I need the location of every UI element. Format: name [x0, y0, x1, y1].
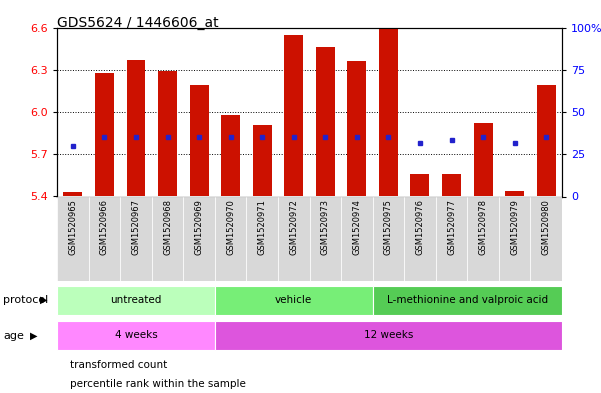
Bar	[442, 174, 461, 196]
Text: protocol: protocol	[3, 295, 48, 305]
Bar	[505, 191, 524, 196]
Text: GSM1520980: GSM1520980	[542, 199, 551, 255]
Text: GSM1520967: GSM1520967	[132, 199, 141, 255]
Text: GSM1520977: GSM1520977	[447, 199, 456, 255]
Text: GSM1520965: GSM1520965	[69, 199, 78, 255]
Text: GSM1520973: GSM1520973	[321, 199, 330, 255]
Text: vehicle: vehicle	[275, 295, 313, 305]
Bar	[474, 123, 492, 196]
Text: GSM1520979: GSM1520979	[510, 199, 519, 255]
Bar	[183, 196, 215, 281]
Bar	[404, 196, 436, 281]
Text: GSM1520974: GSM1520974	[352, 199, 361, 255]
Bar	[537, 85, 555, 196]
Bar	[499, 196, 531, 281]
Bar	[379, 28, 398, 196]
Bar	[246, 196, 278, 281]
Bar	[120, 196, 151, 281]
Bar	[190, 85, 209, 196]
Bar	[410, 174, 429, 196]
Bar	[341, 196, 373, 281]
Bar	[64, 192, 82, 196]
Bar	[215, 196, 246, 281]
Bar	[468, 196, 499, 281]
Text: GDS5624 / 1446606_at: GDS5624 / 1446606_at	[57, 16, 219, 30]
Text: percentile rank within the sample: percentile rank within the sample	[70, 379, 246, 389]
Bar	[215, 321, 562, 350]
Bar	[316, 47, 335, 196]
Bar	[347, 61, 367, 196]
Text: GSM1520971: GSM1520971	[258, 199, 267, 255]
Bar	[57, 321, 215, 350]
Text: GSM1520969: GSM1520969	[195, 199, 204, 255]
Bar	[253, 125, 272, 196]
Bar	[158, 71, 177, 196]
Text: ▶: ▶	[40, 295, 47, 305]
Text: 12 weeks: 12 weeks	[364, 330, 413, 340]
Text: GSM1520970: GSM1520970	[226, 199, 235, 255]
Bar	[89, 196, 120, 281]
Bar	[278, 196, 310, 281]
Bar	[57, 196, 89, 281]
Bar	[531, 196, 562, 281]
Text: 4 weeks: 4 weeks	[115, 330, 157, 340]
Bar	[57, 286, 215, 315]
Text: GSM1520976: GSM1520976	[415, 199, 424, 255]
Text: GSM1520968: GSM1520968	[163, 199, 172, 255]
Bar	[436, 196, 468, 281]
Bar	[221, 115, 240, 196]
Bar	[373, 286, 562, 315]
Bar	[310, 196, 341, 281]
Bar	[373, 196, 404, 281]
Bar	[127, 60, 145, 196]
Bar	[284, 35, 304, 197]
Text: GSM1520975: GSM1520975	[384, 199, 393, 255]
Bar	[215, 286, 373, 315]
Text: untreated: untreated	[111, 295, 162, 305]
Text: GSM1520966: GSM1520966	[100, 199, 109, 255]
Text: ▶: ▶	[30, 331, 37, 341]
Bar	[95, 73, 114, 196]
Text: transformed count: transformed count	[70, 360, 168, 370]
Text: GSM1520978: GSM1520978	[478, 199, 487, 255]
Text: age: age	[3, 331, 24, 341]
Text: L-methionine and valproic acid: L-methionine and valproic acid	[386, 295, 548, 305]
Bar	[151, 196, 183, 281]
Text: GSM1520972: GSM1520972	[289, 199, 298, 255]
